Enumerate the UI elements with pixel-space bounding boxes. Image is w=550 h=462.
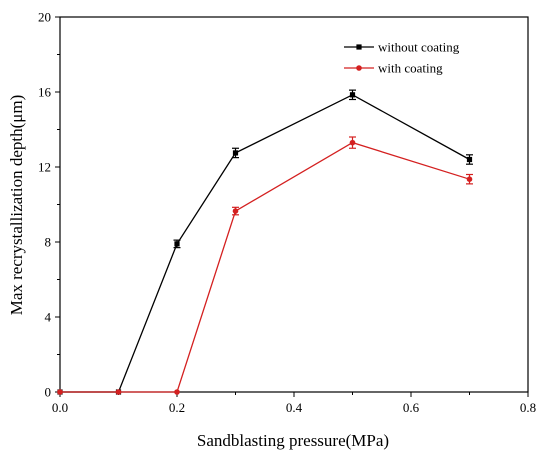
y-tick-label: 8 bbox=[45, 235, 52, 250]
legend-marker bbox=[356, 65, 362, 71]
x-tick-label: 0.0 bbox=[52, 400, 68, 415]
data-point bbox=[466, 176, 473, 182]
data-point bbox=[57, 389, 63, 395]
data-point bbox=[232, 208, 239, 214]
x-axis-title: Sandblasting pressure(MPa) bbox=[197, 431, 389, 450]
y-tick-label: 4 bbox=[45, 310, 52, 325]
data-point bbox=[349, 139, 356, 146]
legend-label: without coating bbox=[378, 40, 460, 55]
legend-item: with coating bbox=[344, 61, 443, 76]
series-line bbox=[60, 141, 470, 393]
y-tick-label: 12 bbox=[38, 160, 51, 175]
x-tick-label: 0.8 bbox=[520, 400, 536, 415]
data-point bbox=[466, 156, 473, 163]
legend: without coating with coating bbox=[344, 40, 460, 76]
series-group bbox=[57, 89, 473, 395]
legend-item: without coating bbox=[344, 40, 460, 55]
x-tick-label: 0.6 bbox=[403, 400, 420, 415]
axis-ticks: 0.0 0.2 0.4 0.6 0.8 0 4 8 12 16 20 bbox=[38, 10, 536, 416]
plot-frame bbox=[59, 16, 529, 393]
legend-marker bbox=[356, 44, 362, 50]
x-tick-label: 0.4 bbox=[286, 400, 303, 415]
data-point bbox=[232, 150, 239, 156]
series-line bbox=[60, 94, 470, 393]
y-tick-label: 20 bbox=[38, 10, 51, 25]
data-point bbox=[115, 389, 122, 395]
y-tick-label: 0 bbox=[45, 385, 52, 400]
legend-label: with coating bbox=[378, 61, 443, 76]
series-without-coating bbox=[57, 89, 473, 395]
x-tick-label: 0.2 bbox=[169, 400, 185, 415]
y-tick-label: 16 bbox=[38, 85, 52, 100]
data-point bbox=[349, 92, 356, 98]
data-point bbox=[174, 389, 180, 395]
y-axis-title: Max recrystallization depth(μm) bbox=[7, 95, 26, 316]
plot-frame-group bbox=[59, 16, 529, 393]
data-point bbox=[174, 241, 180, 247]
series-with-coating bbox=[57, 136, 473, 395]
